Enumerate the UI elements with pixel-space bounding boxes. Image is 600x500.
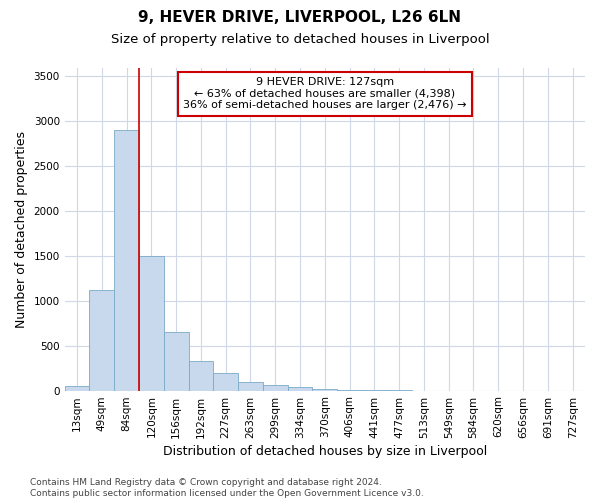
Bar (164, 332, 188, 390)
Bar (89, 290, 114, 390)
Bar (263, 384, 287, 390)
X-axis label: Distribution of detached houses by size in Liverpool: Distribution of detached houses by size … (163, 444, 487, 458)
Y-axis label: Number of detached properties: Number of detached properties (15, 130, 28, 328)
Text: 9 HEVER DRIVE: 127sqm
← 63% of detached houses are smaller (4,398)
36% of semi-d: 9 HEVER DRIVE: 127sqm ← 63% of detached … (183, 77, 467, 110)
Bar (188, 361, 214, 390)
Bar (114, 130, 139, 390)
Text: Contains HM Land Registry data © Crown copyright and database right 2024.
Contai: Contains HM Land Registry data © Crown c… (30, 478, 424, 498)
Bar (214, 372, 238, 390)
Bar (313, 389, 337, 390)
Bar (139, 256, 164, 390)
Bar (65, 386, 89, 390)
Bar (238, 382, 263, 390)
Text: 9, HEVER DRIVE, LIVERPOOL, L26 6LN: 9, HEVER DRIVE, LIVERPOOL, L26 6LN (139, 10, 461, 25)
Bar (287, 387, 313, 390)
Text: Size of property relative to detached houses in Liverpool: Size of property relative to detached ho… (110, 32, 490, 46)
